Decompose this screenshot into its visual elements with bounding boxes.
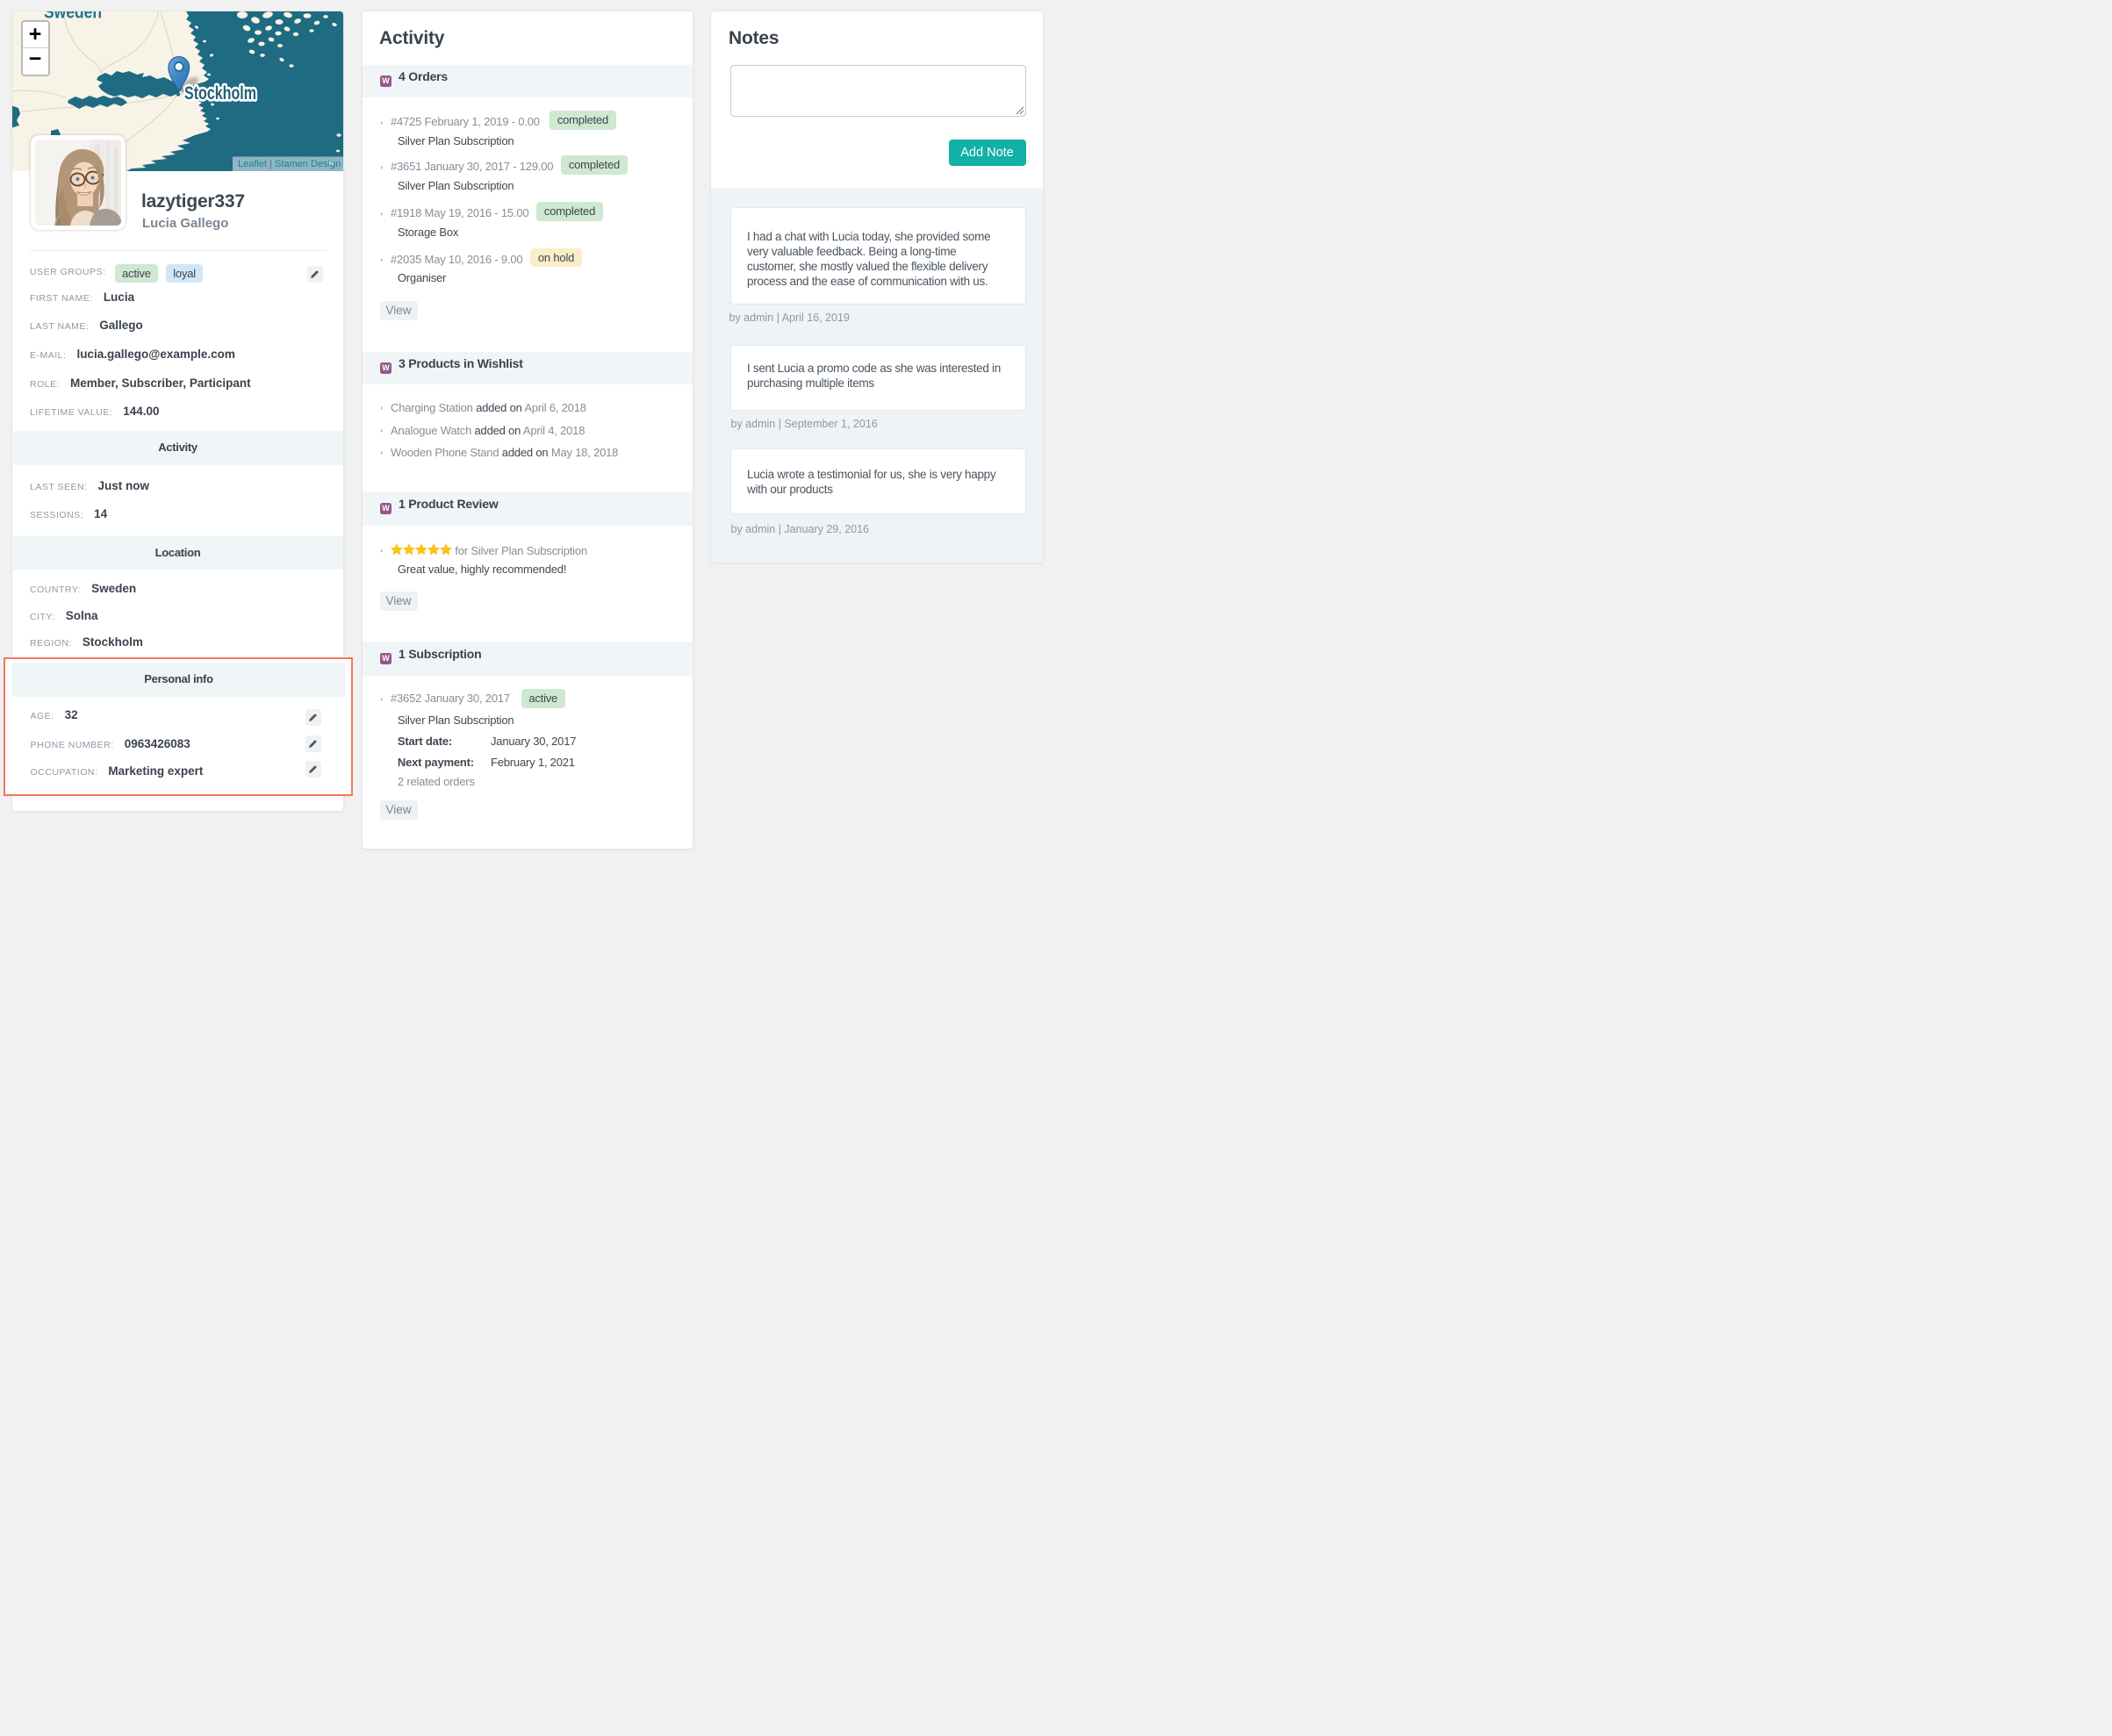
svg-text:Leaflet | Stamen Design: Leaflet | Stamen Design xyxy=(238,159,341,169)
svg-text:Sweden: Sweden xyxy=(44,11,102,23)
svg-text:Stockholm: Stockholm xyxy=(184,83,256,104)
